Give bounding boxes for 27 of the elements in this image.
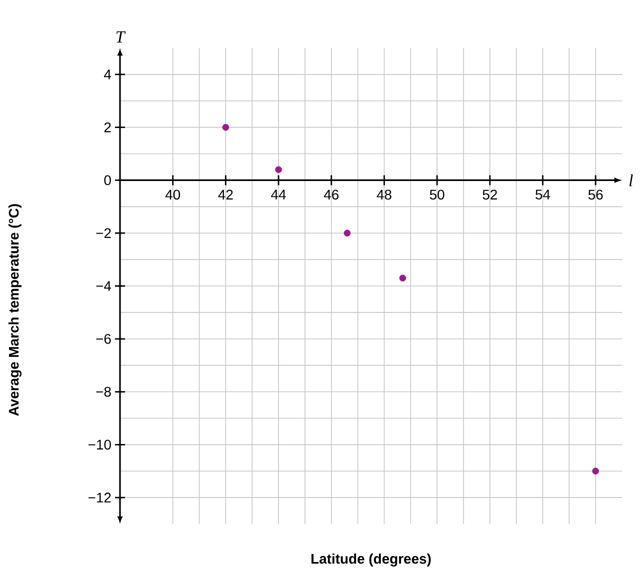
x-axis-title: Latitude (degrees) xyxy=(311,553,431,567)
point xyxy=(399,274,406,282)
y-tick-label: −4 xyxy=(96,281,112,291)
x-tick-label: 46 xyxy=(324,190,339,200)
x-tick-label: 52 xyxy=(482,190,497,200)
x-tick-label: 44 xyxy=(271,190,286,200)
point xyxy=(592,468,599,475)
point xyxy=(222,124,230,131)
x-tick-label: 50 xyxy=(430,190,444,200)
y-tick-label: −12 xyxy=(88,492,111,502)
y-axis-title: Average March temperature (°C) xyxy=(8,204,22,416)
y-tick-label: −10 xyxy=(88,440,111,450)
x-tick-label: 56 xyxy=(588,190,603,200)
y-tick-label: −6 xyxy=(96,334,111,344)
x-tick-label: 54 xyxy=(536,190,550,200)
y-tick-label: −8 xyxy=(96,386,111,397)
y-tick-label: 2 xyxy=(104,122,111,132)
y-tick-label: 4 xyxy=(104,70,112,80)
text: l xyxy=(629,174,633,186)
point xyxy=(344,230,351,237)
x-tick-label: 40 xyxy=(165,190,180,200)
x-tick-label: 42 xyxy=(218,190,233,200)
y-tick-label: 0 xyxy=(104,175,111,186)
x-tick-label: 48 xyxy=(376,190,392,200)
y-tick-label: −2 xyxy=(96,228,111,238)
text: T xyxy=(116,31,126,42)
point xyxy=(275,166,282,174)
